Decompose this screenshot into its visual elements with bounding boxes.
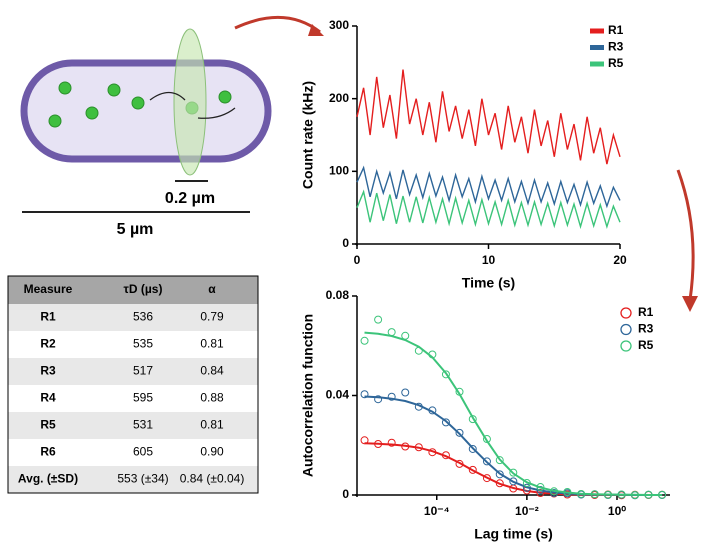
table-header: α [208, 282, 216, 296]
flow-arrow [676, 169, 695, 301]
y-axis-label: Count rate (kHz) [300, 81, 316, 189]
data-point [374, 395, 383, 404]
x-tick-label: 20 [613, 253, 627, 267]
table-cell: 0.90 [200, 445, 224, 459]
table-cell: 595 [133, 391, 153, 405]
data-point [468, 465, 477, 474]
data-point [360, 390, 369, 399]
y-tick-label: 0 [342, 236, 349, 250]
table-cell: R2 [40, 337, 56, 351]
legend-label: R5 [608, 56, 624, 70]
data-point [509, 477, 518, 486]
table-cell: 0.88 [200, 391, 224, 405]
focal-volume [173, 28, 207, 176]
scale-label: 5 µm [117, 221, 154, 238]
x-axis-label: Lag time (s) [474, 526, 553, 542]
y-tick-label: 200 [329, 91, 349, 105]
data-point [495, 470, 504, 479]
table-cell: 531 [133, 418, 153, 432]
table-row-bg [8, 304, 258, 331]
cell-diagram: 0.2 µm 5 µm [20, 28, 272, 238]
table-cell: 0.81 [200, 418, 224, 432]
table-row-bg [8, 385, 258, 412]
legend-label: R3 [638, 322, 654, 336]
table-row-bg [8, 412, 258, 439]
data-point [482, 457, 491, 466]
trace [356, 189, 621, 230]
data-point [387, 438, 396, 447]
legend-marker [620, 340, 632, 352]
table-cell: R5 [40, 418, 56, 432]
molecules [48, 81, 232, 128]
table-header: Measure [24, 282, 73, 296]
trace [356, 69, 621, 165]
scale-label: 0.2 µm [165, 190, 215, 207]
data-point [509, 468, 518, 477]
flow-arrow-head [682, 296, 698, 312]
data-point [387, 328, 396, 337]
fit-line [364, 331, 663, 496]
table-row-bg [8, 331, 258, 358]
legend-label: R1 [638, 305, 654, 319]
x-tick-label: 10⁻⁴ [424, 504, 450, 518]
x-tick-label: 10⁻² [515, 504, 539, 518]
table-border [7, 275, 259, 494]
bacterium [20, 59, 272, 163]
data-point [387, 392, 396, 401]
data-point [495, 479, 504, 488]
table-row-bg [8, 439, 258, 466]
data-point [495, 456, 504, 465]
table-cell: 0.84 [200, 364, 224, 378]
y-tick-label: 0.08 [326, 288, 350, 302]
legend-label: R5 [638, 338, 654, 352]
table-header: τD (µs) [124, 282, 163, 296]
legend-marker [620, 307, 632, 319]
y-axis-label: Autocorrelation function [300, 314, 316, 477]
table: Measure τD (µs) α R1 536 0.79 R2 535 0.81 R3 517 0.… [7, 275, 259, 494]
data-point [374, 315, 383, 324]
data-point [455, 428, 464, 437]
table-cell: 0.84 (±0.04) [180, 472, 245, 486]
data-point [360, 336, 369, 345]
x-tick-label: 10 [482, 253, 496, 267]
flow-arrow [234, 16, 321, 34]
path-arrow [149, 91, 186, 101]
path-arrow [197, 107, 236, 119]
table-row-bg [8, 358, 258, 385]
legend-label: R3 [608, 40, 624, 54]
x-axis-label: Time (s) [462, 275, 515, 291]
y-tick-label: 100 [329, 164, 349, 178]
table-cell: 605 [133, 445, 153, 459]
table-cell: R4 [40, 391, 56, 405]
table-cell: 553 (±34) [117, 472, 168, 486]
table-cell: 517 [133, 364, 153, 378]
table-cell: 0.79 [200, 310, 224, 324]
data-point [441, 418, 450, 427]
data-point [441, 370, 450, 379]
y-tick-label: 300 [329, 18, 349, 32]
table-header-bg [8, 276, 258, 304]
table-cell: 535 [133, 337, 153, 351]
trace [356, 165, 621, 209]
table-cell: 0.81 [200, 337, 224, 351]
data-point [468, 444, 477, 453]
legend-label: R1 [608, 23, 624, 37]
data-point [482, 474, 491, 483]
x-tick-label: 10⁰ [608, 504, 626, 518]
y-tick-label: 0 [342, 487, 349, 501]
table-cell: R1 [40, 310, 56, 324]
table-cell: 536 [133, 310, 153, 324]
y-tick-label: 0.04 [326, 388, 350, 402]
table-cell: R6 [40, 445, 56, 459]
x-tick-label: 0 [354, 253, 361, 267]
legend-marker [620, 323, 632, 336]
table-cell: Avg. (±SD) [18, 472, 78, 486]
table-cell: R3 [40, 364, 56, 378]
table-row-bg [8, 466, 258, 493]
data-point [401, 388, 410, 397]
flow-arrow-head [308, 24, 324, 36]
